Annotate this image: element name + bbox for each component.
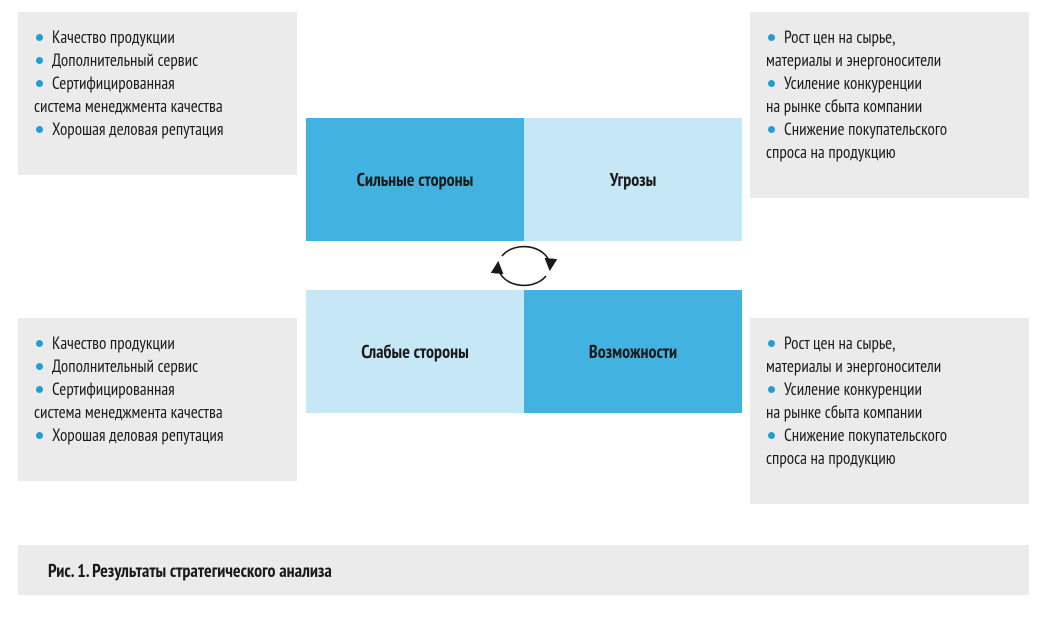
- list-strengths-detail-1: Качество продукцииДополнительный сервисС…: [34, 26, 281, 141]
- list-item: Усиление конкуренции: [766, 378, 1013, 401]
- list-item: Рост цен на сырье,: [766, 332, 1013, 355]
- quadrant-label: Возможности: [589, 340, 677, 363]
- list-threats-detail-1: Рост цен на сырье,материалы и энергоноси…: [766, 26, 1013, 164]
- figure-caption: Рис. 1. Результаты стратегического анали…: [18, 545, 1029, 595]
- list-item: Усиление конкуренции: [766, 72, 1013, 95]
- list-item: Качество продукции: [34, 26, 281, 49]
- list-item: Снижение покупательского: [766, 424, 1013, 447]
- caption-text: Рис. 1. Результаты стратегического анали…: [48, 559, 332, 582]
- list-item: система менеджмента качества: [34, 401, 281, 424]
- list-item: спроса на продукцию: [766, 141, 1013, 164]
- list-item: спроса на продукцию: [766, 447, 1013, 470]
- list-item: Качество продукции: [34, 332, 281, 355]
- list-item: Дополнительный сервис: [34, 49, 281, 72]
- list-opportunities-detail: Рост цен на сырье,материалы и энергоноси…: [766, 332, 1013, 470]
- quadrant-opportunities: Возможности: [524, 290, 742, 413]
- panel-bottom-right: Рост цен на сырье,материалы и энергоноси…: [750, 318, 1029, 504]
- quadrant-label: Угрозы: [610, 168, 657, 191]
- list-weaknesses-detail: Качество продукцииДополнительный сервисС…: [34, 332, 281, 447]
- list-item: система менеджмента качества: [34, 95, 281, 118]
- panel-top-right: Рост цен на сырье,материалы и энергоноси…: [750, 12, 1029, 198]
- list-item: Хорошая деловая репутация: [34, 118, 281, 141]
- list-item: на рынке сбыта компании: [766, 401, 1013, 424]
- list-item: Сертифицированная: [34, 378, 281, 401]
- quadrant-label: Сильные стороны: [357, 168, 474, 191]
- list-item: Рост цен на сырье,: [766, 26, 1013, 49]
- panel-top-left: Качество продукцииДополнительный сервисС…: [18, 12, 297, 175]
- list-item: Снижение покупательского: [766, 118, 1013, 141]
- list-item: Дополнительный сервис: [34, 355, 281, 378]
- list-item: Хорошая деловая репутация: [34, 424, 281, 447]
- quadrant-threats: Угрозы: [524, 118, 742, 241]
- panel-bottom-left: Качество продукцииДополнительный сервисС…: [18, 318, 297, 481]
- list-item: Сертифицированная: [34, 72, 281, 95]
- list-item: на рынке сбыта компании: [766, 95, 1013, 118]
- list-item: материалы и энергоносители: [766, 49, 1013, 72]
- quadrant-strengths: Сильные стороны: [306, 118, 524, 241]
- quadrant-label: Слабые стороны: [361, 340, 468, 363]
- list-item: материалы и энергоносители: [766, 355, 1013, 378]
- quadrant-weaknesses: Слабые стороны: [306, 290, 524, 413]
